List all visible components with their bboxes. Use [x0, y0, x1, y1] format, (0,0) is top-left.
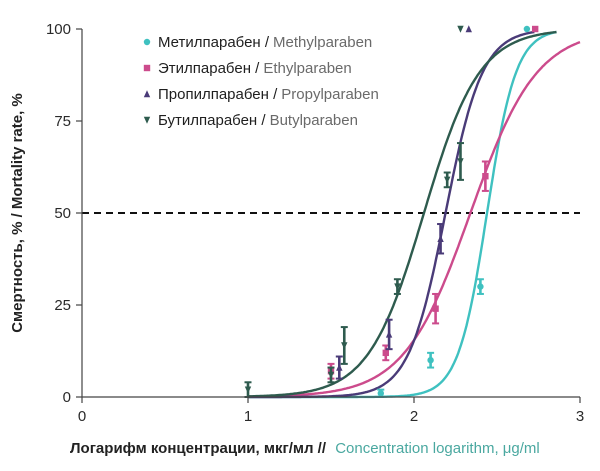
butylparaben-point: [341, 342, 348, 350]
butylparaben-curve: [247, 30, 557, 398]
propylparaben-legend-en: Propylparaben: [281, 86, 379, 103]
butylparaben-point: [444, 176, 451, 184]
x-axis-title-en: Concentration logarithm, μg/ml: [335, 440, 540, 457]
methylparaben-legend-en: Methylparaben: [273, 34, 372, 51]
ethylparaben-point: [482, 173, 489, 180]
points-layer: [244, 25, 539, 398]
y-tick-label: 50: [54, 205, 71, 222]
propylparaben-point: [465, 25, 472, 33]
ethylparaben-legend-en: Ethylparaben: [263, 60, 351, 77]
butylparaben-point: [244, 386, 252, 394]
propylparaben-point: [336, 363, 343, 371]
butylparaben-point: [394, 283, 401, 291]
methylparaben-legend-entry: Метилпарабен / Methylparaben: [158, 34, 372, 51]
ethylparaben-point: [432, 305, 439, 312]
ethylparaben-legend-ru: Этилпарабен /: [158, 60, 260, 77]
methylparaben-legend-marker: [143, 38, 151, 46]
legend: Метилпарабен / Methylparaben Этилпарабен /…: [143, 34, 379, 129]
y-tick-label: 75: [54, 113, 71, 130]
ethylparaben-point: [531, 25, 539, 33]
butylparaben-point: [327, 371, 335, 379]
axes-layer: 0 25 50 75 100 0 1 2 3: [46, 21, 584, 425]
butylparaben-point: [457, 25, 464, 33]
butylparaben-legend-ru: Бутилпарабен /: [158, 112, 266, 129]
methylparaben-point: [523, 25, 531, 33]
y-axis-title: Смертность, % / Mortality rate, %: [9, 93, 26, 333]
propylparaben-legend-entry: Пропилпарабен / Propylparaben: [158, 86, 379, 103]
y-tick-label: 25: [54, 297, 71, 314]
methylparaben-point: [377, 390, 384, 397]
butylparaben-legend-entry: Бутилпарабен / Butylparaben: [158, 112, 358, 129]
butylparaben-legend-marker: [143, 116, 151, 124]
propylparaben-legend-marker: [143, 90, 151, 98]
x-tick-label: 3: [576, 408, 584, 425]
x-axis-title-ru: Логарифм концентрации, мкг/мл //: [70, 440, 327, 457]
methylparaben-point: [427, 357, 434, 364]
butylparaben-legend-en: Butylparaben: [270, 112, 358, 129]
x-axis-title: Логарифм концентрации, мкг/мл // Concent…: [70, 440, 540, 457]
ethylparaben-legend-entry: Этилпарабен / Ethylparaben: [158, 60, 352, 77]
y-tick-label: 100: [46, 21, 71, 38]
butylparaben-point: [457, 158, 464, 166]
x-tick-label: 2: [410, 408, 418, 425]
methylparaben-legend-ru: Метилпарабен /: [158, 34, 270, 51]
propylparaben-legend-ru: Пропилпарабен /: [158, 86, 278, 103]
methylparaben-point: [477, 283, 484, 290]
propylparaben-point: [385, 330, 393, 338]
x-tick-label: 1: [244, 408, 252, 425]
propylparaben-point: [437, 234, 444, 242]
x-tick-label: 0: [78, 408, 86, 425]
ethylparaben-legend-marker: [143, 64, 151, 72]
y-tick-label: 0: [63, 389, 71, 406]
ethylparaben-point: [382, 349, 389, 357]
